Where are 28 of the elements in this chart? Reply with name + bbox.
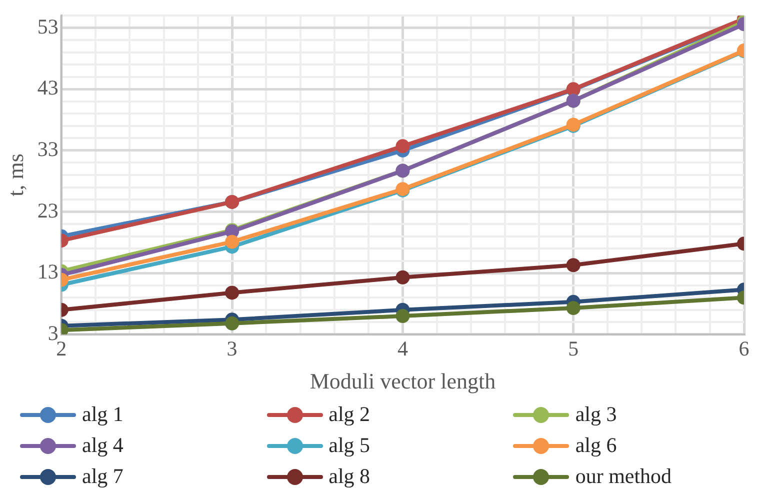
point bbox=[225, 316, 240, 330]
y-axis-title: t, ms bbox=[2, 154, 28, 196]
legend-label: alg 1 bbox=[82, 402, 124, 427]
legend-label: alg 2 bbox=[328, 402, 370, 427]
y-tick-label: 33 bbox=[37, 136, 58, 161]
point bbox=[396, 270, 410, 284]
x-tick-label: 5 bbox=[568, 336, 579, 361]
y-tick-label: 13 bbox=[37, 260, 58, 284]
y-tick-label: 43 bbox=[37, 76, 58, 100]
x-tick-label: 2 bbox=[56, 336, 67, 361]
legend-label: alg 4 bbox=[82, 433, 124, 458]
y-tick-label: 23 bbox=[37, 198, 58, 222]
y-tick-label: 3 bbox=[48, 320, 58, 345]
legend-label: alg 6 bbox=[575, 433, 617, 458]
point bbox=[396, 139, 410, 154]
y-tick-label: 53 bbox=[37, 14, 58, 38]
x-axis-title: Moduli vector length bbox=[310, 368, 496, 394]
point bbox=[225, 234, 240, 249]
x-tick-label: 3 bbox=[226, 336, 238, 361]
legend-label: alg 7 bbox=[82, 464, 124, 489]
legend-label: alg 5 bbox=[328, 433, 370, 458]
legend-label: alg 8 bbox=[328, 464, 370, 489]
point bbox=[225, 286, 240, 300]
x-tick-label: 4 bbox=[397, 336, 408, 361]
point bbox=[396, 309, 410, 324]
legend-label: alg 3 bbox=[575, 402, 617, 427]
legend-label: our method bbox=[575, 464, 672, 489]
x-tick-label: 6 bbox=[738, 336, 750, 361]
